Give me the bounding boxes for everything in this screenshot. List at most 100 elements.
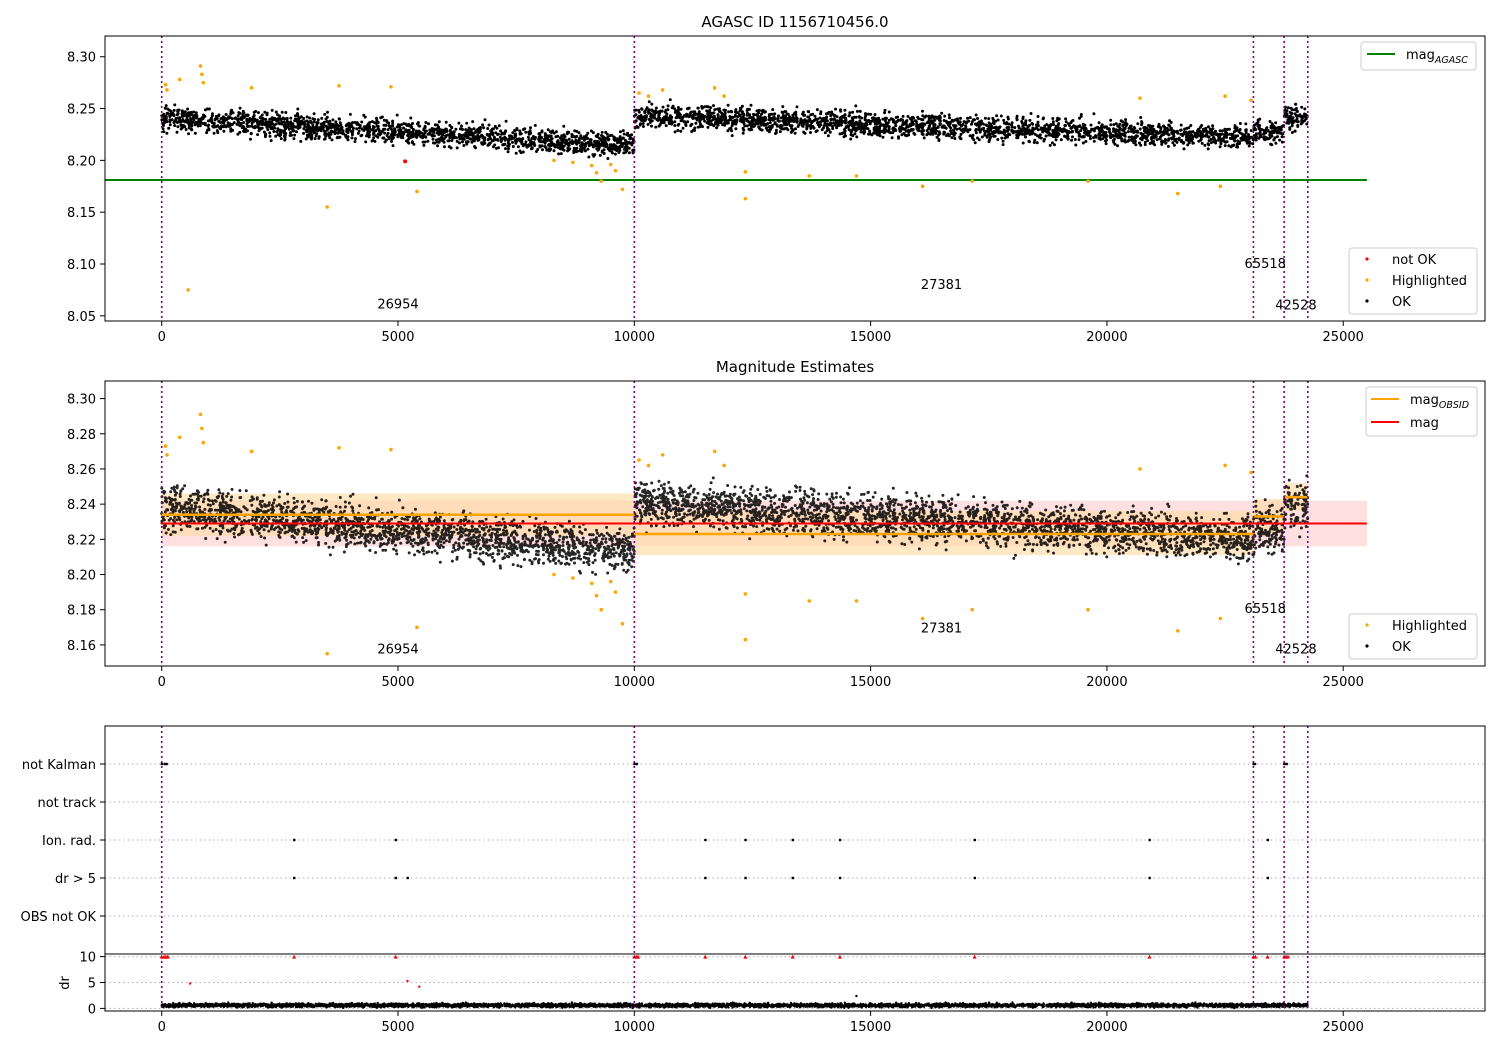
panel1-axes: 0 5000 10000 15000 20000 25000 8.05 8.10 8.15 8.2… <box>67 51 1364 345</box>
flag-point <box>704 876 707 880</box>
flag-point <box>1266 876 1270 880</box>
flag-label: not Kalman <box>22 758 96 773</box>
legend-obsid-label: mag <box>1410 393 1439 408</box>
legend-notok-label: not OK <box>1392 253 1437 268</box>
panel1-obsid-labels: 26954 27381 65518 42528 <box>377 257 1316 313</box>
highlighted-point <box>325 205 329 209</box>
magnitude-panel: Magnitude Estimates 0 5000 10000 15000 20000… <box>67 358 1486 690</box>
y-tick-label: 8.25 <box>67 103 96 118</box>
highlighted-point <box>165 453 169 457</box>
highlighted-point <box>337 446 341 450</box>
highlighted-point <box>1138 467 1142 471</box>
highlighted-point <box>389 447 393 452</box>
highlighted-point <box>1249 98 1253 103</box>
panel1-legend-bottom: not OK Highlighted OK <box>1348 247 1478 315</box>
flag-point <box>838 838 842 842</box>
highlighted-point <box>177 77 182 82</box>
x-tick-label: 5000 <box>381 1020 414 1035</box>
highlighted-point <box>415 189 419 194</box>
highlighted-point <box>186 288 190 292</box>
legend-agasc-subscript: AGASC <box>1434 55 1468 66</box>
highlighted-point <box>201 80 206 85</box>
highlighted-point <box>198 412 203 417</box>
x-tick-label: 15000 <box>850 1020 891 1035</box>
highlighted-point <box>163 82 168 87</box>
x-tick-label: 0 <box>158 1020 166 1035</box>
flag-point <box>1283 762 1286 766</box>
flag-label: Ion. rad. <box>42 834 96 849</box>
highlighted-point <box>1223 463 1227 468</box>
highlighted-point <box>712 86 717 90</box>
panel2-title: Magnitude Estimates <box>716 358 874 376</box>
highlighted-point <box>337 83 341 88</box>
flag-point <box>163 762 166 766</box>
flag-point <box>1253 762 1257 766</box>
flag-point <box>791 838 795 842</box>
flag-point <box>293 876 296 880</box>
dr-outlier <box>855 994 858 998</box>
highlighted-point <box>613 168 618 173</box>
highlighted-point <box>646 463 651 468</box>
legend2-ok-marker <box>1365 644 1369 648</box>
dr-clipped-marker <box>1265 954 1270 959</box>
highlighted-point <box>200 72 204 77</box>
x-tick-label: 20000 <box>1086 330 1127 345</box>
highlighted-point <box>1223 94 1227 98</box>
highlighted-point <box>552 158 556 163</box>
highlighted-point <box>608 579 613 584</box>
legend-notok-marker <box>1365 257 1369 261</box>
highlighted-point <box>1249 470 1253 475</box>
obsid-label: 65518 <box>1245 602 1286 617</box>
highlighted-point <box>177 435 182 440</box>
highlighted-point <box>249 86 254 90</box>
dr-clipped-marker <box>837 954 842 959</box>
legend-agasc-label: mag <box>1406 48 1435 63</box>
flag-label: not track <box>37 796 96 811</box>
highlighted-point <box>920 184 925 189</box>
legend-ok-marker <box>1365 299 1369 303</box>
dr-clipped-marker <box>972 954 977 959</box>
x-tick-label: 0 <box>158 675 166 690</box>
flag-point <box>1266 838 1270 842</box>
highlighted-point <box>743 169 748 174</box>
legend-mag-label: mag <box>1410 416 1439 431</box>
panel2-legend-top: magOBSID mag <box>1365 386 1478 437</box>
flag-point <box>1285 762 1288 766</box>
highlighted-point <box>571 160 575 165</box>
x-tick-label: 15000 <box>850 330 891 345</box>
dr-tick-label: 10 <box>79 951 96 966</box>
highlighted-point <box>613 590 618 594</box>
dr-tick-label: 0 <box>88 1002 96 1017</box>
flag-point <box>633 762 636 766</box>
y-tick-label: 8.26 <box>67 463 96 478</box>
x-tick-label: 10000 <box>614 330 655 345</box>
highlighted-point <box>620 187 625 192</box>
y-tick-label: 8.24 <box>67 498 96 513</box>
highlighted-point <box>722 94 726 98</box>
x-tick-label: 5000 <box>381 330 414 345</box>
flag-point <box>394 876 398 880</box>
highlighted-point <box>920 616 925 621</box>
obsid-label: 42528 <box>1275 643 1316 658</box>
highlighted-point <box>970 179 975 183</box>
highlighted-point <box>200 426 204 431</box>
flag-point <box>704 838 707 842</box>
highlighted-point <box>637 458 641 462</box>
flag-point <box>160 762 164 766</box>
flag-point <box>791 876 795 880</box>
y-tick-label: 8.20 <box>67 154 96 169</box>
panel2-legend-bottom: Highlighted OK <box>1348 613 1478 660</box>
highlighted-point <box>165 88 169 92</box>
legend-highlighted-label: Highlighted <box>1392 274 1467 289</box>
highlighted-point <box>325 651 329 656</box>
dr-outlier <box>418 985 421 988</box>
highlighted-point <box>589 581 594 586</box>
highlighted-point <box>198 64 203 68</box>
highlighted-point <box>807 599 811 603</box>
highlighted-point <box>389 84 393 89</box>
panel2-frame <box>104 380 1486 667</box>
legend-ok-label: OK <box>1392 295 1411 310</box>
flag-point <box>744 838 747 842</box>
panel1-title: AGASC ID 1156710456.0 <box>701 13 888 31</box>
highlighted-point <box>249 449 254 454</box>
